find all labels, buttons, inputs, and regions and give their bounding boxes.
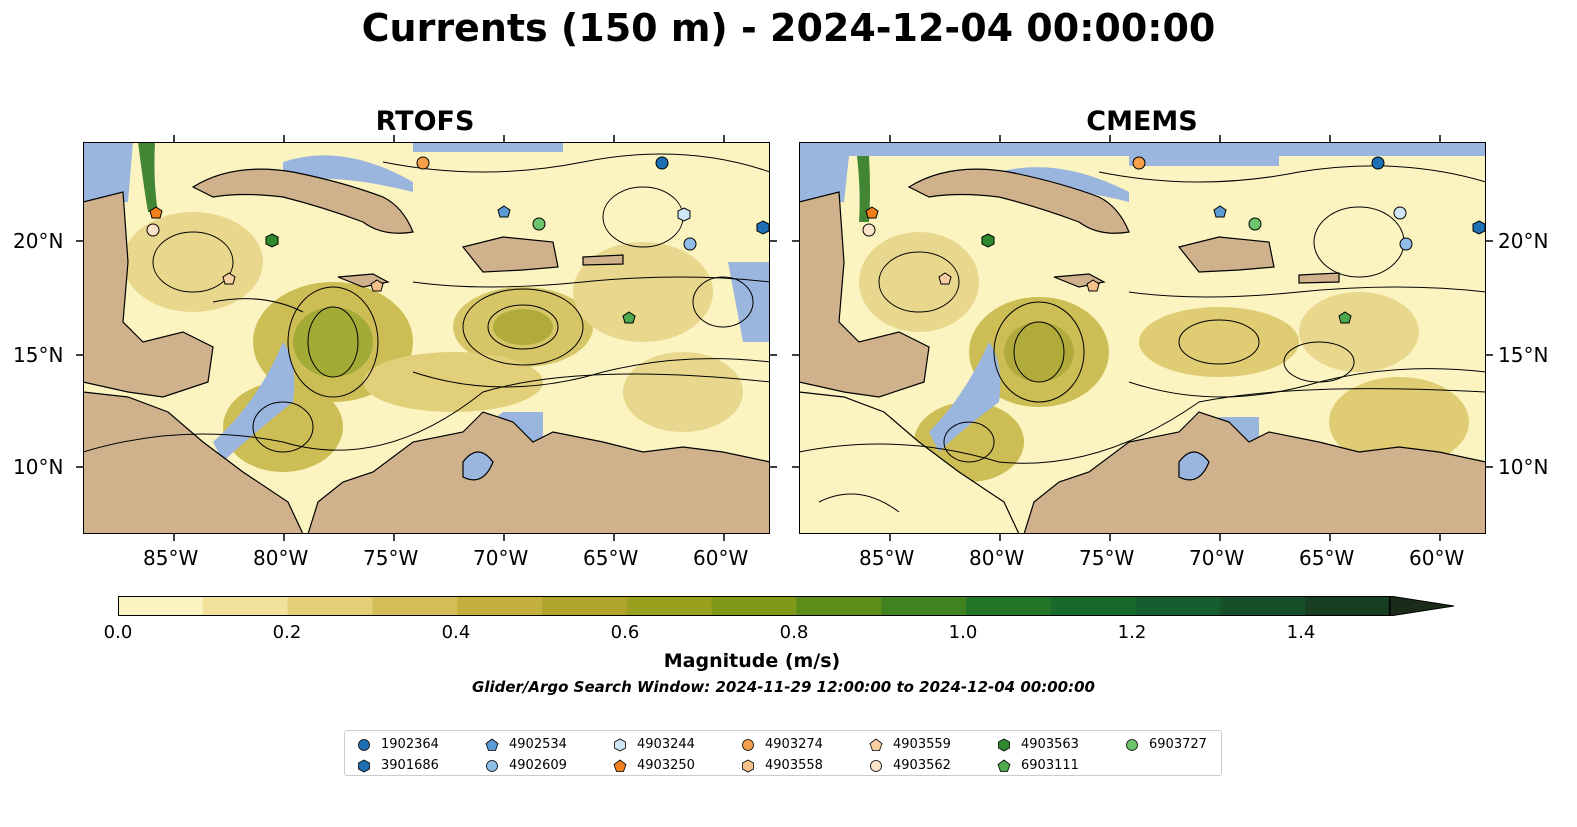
colorbar-segment — [372, 596, 458, 616]
legend-item: 6903727 — [1125, 737, 1207, 752]
lon-label: 75°W — [1079, 546, 1135, 570]
lon-label: 80°W — [253, 546, 309, 570]
legend-item-label: 4903562 — [893, 758, 951, 773]
legend-item: 4903562 — [869, 758, 951, 773]
colorbar-tick: 0.0 — [103, 622, 133, 643]
lat-label: 20°N — [13, 229, 64, 253]
legend-item-label: 6903727 — [1149, 737, 1207, 752]
colorbar-tick: 1.0 — [948, 622, 978, 643]
legend-item-label: 4902534 — [509, 737, 567, 752]
legend-item: 4903559 — [869, 737, 951, 752]
axis-ticks — [76, 135, 1493, 541]
circle-marker-icon — [1126, 738, 1138, 751]
colorbar-tick: 0.4 — [441, 622, 471, 643]
colorbar-label: Magnitude (m/s) — [663, 650, 841, 672]
legend-item-label: 1902364 — [381, 737, 439, 752]
circle-marker-icon — [486, 759, 498, 772]
circle-marker-icon — [742, 738, 754, 751]
pentagon-marker-icon — [869, 738, 883, 751]
legend-item: 4903558 — [741, 758, 823, 773]
lat-label: 20°N — [1498, 229, 1549, 253]
circle-marker-icon — [870, 759, 882, 772]
legend-item: 1902364 — [357, 737, 439, 752]
panel-title-cmems: CMEMS — [1086, 106, 1198, 137]
lon-label: 65°W — [1299, 546, 1355, 570]
colorbar-segment — [626, 596, 713, 616]
colorbar-segment — [796, 596, 882, 616]
lon-label: 70°W — [473, 546, 529, 570]
map-cmems — [799, 142, 1486, 534]
colorbar-segment — [966, 596, 1052, 616]
colorbar-segment — [118, 596, 204, 616]
colorbar-segment — [1050, 596, 1137, 616]
lon-label: 80°W — [969, 546, 1025, 570]
figure-title: Currents (150 m) - 2024-12-04 00:00:00 — [361, 6, 1216, 50]
colorbar-segment — [542, 596, 628, 616]
colorbar-tick: 0.2 — [272, 622, 302, 643]
lon-label: 60°W — [1409, 546, 1465, 570]
lat-label: 10°N — [13, 455, 64, 479]
legend-item: 4902609 — [485, 758, 567, 773]
legend-item-label: 3901686 — [381, 758, 439, 773]
lon-label: 85°W — [859, 546, 915, 570]
pentagon-marker-icon — [997, 759, 1011, 772]
legend-item-label: 4903558 — [765, 758, 823, 773]
lon-label: 65°W — [583, 546, 639, 570]
lat-label: 15°N — [13, 343, 64, 367]
map-rtofs — [83, 142, 770, 534]
colorbar-segment — [1220, 596, 1306, 616]
circle-marker-icon — [358, 738, 370, 751]
colorbar-extend-arrow — [1389, 596, 1454, 616]
map-rtofs-svg — [83, 142, 770, 534]
colorbar-tick: 0.6 — [610, 622, 640, 643]
legend-item: 4903250 — [613, 758, 695, 773]
map-cmems-svg — [799, 142, 1486, 534]
colorbar-tick: 1.4 — [1286, 622, 1316, 643]
hexagon-marker-icon — [742, 759, 754, 772]
legend-item: 4903274 — [741, 737, 823, 752]
legend-item-label: 4903250 — [637, 758, 695, 773]
colorbar-segment — [1305, 596, 1391, 616]
legend-item-label: 4903563 — [1021, 737, 1079, 752]
legend-item: 4903563 — [997, 737, 1079, 752]
search-window-text: Glider/Argo Search Window: 2024-11-29 12… — [472, 678, 1095, 696]
legend-item: 4902534 — [485, 737, 567, 752]
legend-item-label: 4903559 — [893, 737, 951, 752]
lon-label: 75°W — [363, 546, 419, 570]
lon-label: 85°W — [143, 546, 199, 570]
colorbar-segment — [287, 596, 373, 616]
colorbar-segment — [457, 596, 543, 616]
legend-item-label: 4902609 — [509, 758, 567, 773]
colorbar-segment — [202, 596, 289, 616]
colorbar-tick: 1.2 — [1117, 622, 1147, 643]
lat-label: 15°N — [1498, 343, 1549, 367]
legend-item-label: 4903244 — [637, 737, 695, 752]
panel-title-rtofs: RTOFS — [375, 106, 475, 137]
legend-item: 6903111 — [997, 758, 1079, 773]
pentagon-marker-icon — [613, 759, 627, 772]
legend: 1902364 3901686 4902534 4902609 4903244 49032… — [344, 730, 1222, 776]
lon-label: 60°W — [693, 546, 749, 570]
legend-item: 4903244 — [613, 737, 695, 752]
colorbar — [118, 596, 1454, 616]
colorbar-segment — [881, 596, 967, 616]
lon-label: 70°W — [1189, 546, 1245, 570]
hexagon-marker-icon — [614, 738, 626, 751]
hexagon-marker-icon — [998, 738, 1010, 751]
colorbar-segment — [1135, 596, 1221, 616]
legend-item: 3901686 — [357, 758, 439, 773]
legend-item-label: 6903111 — [1021, 758, 1079, 773]
hexagon-marker-icon — [358, 759, 370, 772]
lat-label: 10°N — [1498, 455, 1549, 479]
colorbar-segment — [711, 596, 797, 616]
colorbar-tick: 0.8 — [779, 622, 809, 643]
pentagon-marker-icon — [485, 738, 499, 751]
legend-item-label: 4903274 — [765, 737, 823, 752]
